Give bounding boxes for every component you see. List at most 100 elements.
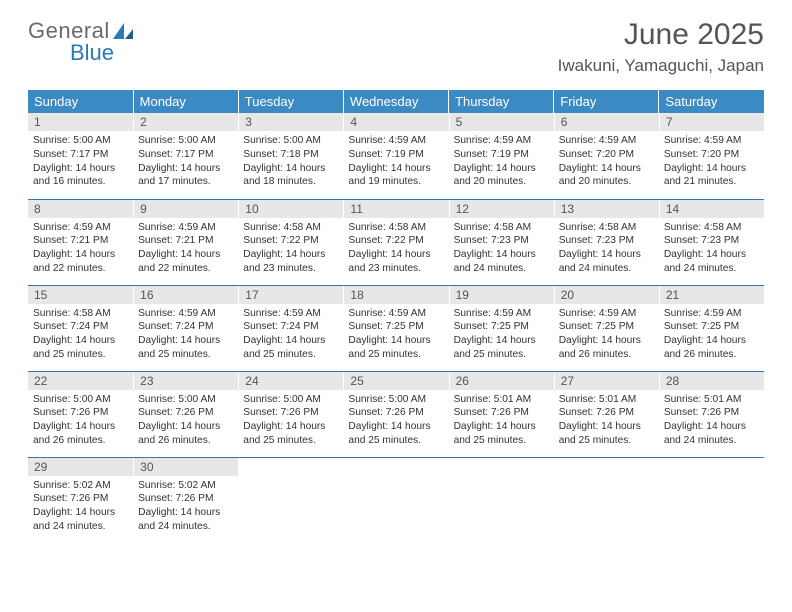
calendar-cell: 9Sunrise: 4:59 AMSunset: 7:21 PMDaylight…: [133, 199, 238, 285]
day-details: Sunrise: 5:02 AMSunset: 7:26 PMDaylight:…: [133, 476, 238, 538]
calendar-cell: [343, 457, 448, 543]
calendar-cell: 6Sunrise: 4:59 AMSunset: 7:20 PMDaylight…: [554, 113, 659, 199]
day-number: 9: [133, 200, 238, 218]
weekday-header: Saturday: [659, 90, 764, 113]
day-number: 25: [343, 372, 448, 390]
day-number: 2: [133, 113, 238, 131]
day-details: Sunrise: 4:58 AMSunset: 7:23 PMDaylight:…: [659, 218, 764, 280]
calendar-cell: 1Sunrise: 5:00 AMSunset: 7:17 PMDaylight…: [28, 113, 133, 199]
calendar-cell: [238, 457, 343, 543]
calendar-week-row: 8Sunrise: 4:59 AMSunset: 7:21 PMDaylight…: [28, 199, 764, 285]
calendar-cell: 26Sunrise: 5:01 AMSunset: 7:26 PMDayligh…: [449, 371, 554, 457]
calendar-cell: 4Sunrise: 4:59 AMSunset: 7:19 PMDaylight…: [343, 113, 448, 199]
calendar-cell: 22Sunrise: 5:00 AMSunset: 7:26 PMDayligh…: [28, 371, 133, 457]
day-number: 8: [28, 200, 133, 218]
calendar-week-row: 22Sunrise: 5:00 AMSunset: 7:26 PMDayligh…: [28, 371, 764, 457]
calendar-cell: [449, 457, 554, 543]
day-number: 15: [28, 286, 133, 304]
day-number: 7: [659, 113, 764, 131]
weekday-header: Thursday: [449, 90, 554, 113]
sail-icon: [112, 22, 134, 40]
day-details: Sunrise: 5:01 AMSunset: 7:26 PMDaylight:…: [659, 390, 764, 452]
calendar-week-row: 1Sunrise: 5:00 AMSunset: 7:17 PMDaylight…: [28, 113, 764, 199]
calendar-page: General June 2025 Iwakuni, Yamaguchi, Ja…: [0, 0, 792, 563]
calendar-body: 1Sunrise: 5:00 AMSunset: 7:17 PMDaylight…: [28, 113, 764, 543]
day-details: Sunrise: 4:59 AMSunset: 7:25 PMDaylight:…: [449, 304, 554, 366]
day-details: Sunrise: 5:02 AMSunset: 7:26 PMDaylight:…: [28, 476, 133, 538]
day-details: Sunrise: 5:00 AMSunset: 7:17 PMDaylight:…: [133, 131, 238, 193]
day-details: Sunrise: 5:00 AMSunset: 7:26 PMDaylight:…: [238, 390, 343, 452]
day-number: 27: [554, 372, 659, 390]
day-details: Sunrise: 4:59 AMSunset: 7:20 PMDaylight:…: [554, 131, 659, 193]
day-number: 5: [449, 113, 554, 131]
weekday-header: Friday: [554, 90, 659, 113]
day-number: 26: [449, 372, 554, 390]
weekday-header: Tuesday: [238, 90, 343, 113]
header: General June 2025 Iwakuni, Yamaguchi, Ja…: [28, 18, 764, 76]
weekday-header: Wednesday: [343, 90, 448, 113]
calendar-cell: 12Sunrise: 4:58 AMSunset: 7:23 PMDayligh…: [449, 199, 554, 285]
calendar-cell: 24Sunrise: 5:00 AMSunset: 7:26 PMDayligh…: [238, 371, 343, 457]
calendar-week-row: 29Sunrise: 5:02 AMSunset: 7:26 PMDayligh…: [28, 457, 764, 543]
calendar-cell: 20Sunrise: 4:59 AMSunset: 7:25 PMDayligh…: [554, 285, 659, 371]
day-details: Sunrise: 5:01 AMSunset: 7:26 PMDaylight:…: [449, 390, 554, 452]
calendar-cell: 13Sunrise: 4:58 AMSunset: 7:23 PMDayligh…: [554, 199, 659, 285]
day-number: 24: [238, 372, 343, 390]
day-number: 4: [343, 113, 448, 131]
calendar-cell: 23Sunrise: 5:00 AMSunset: 7:26 PMDayligh…: [133, 371, 238, 457]
day-number: 19: [449, 286, 554, 304]
day-number: 14: [659, 200, 764, 218]
day-number: 17: [238, 286, 343, 304]
calendar-cell: 5Sunrise: 4:59 AMSunset: 7:19 PMDaylight…: [449, 113, 554, 199]
calendar-cell: [659, 457, 764, 543]
day-details: Sunrise: 4:59 AMSunset: 7:24 PMDaylight:…: [133, 304, 238, 366]
day-details: Sunrise: 5:00 AMSunset: 7:26 PMDaylight:…: [343, 390, 448, 452]
day-number: 18: [343, 286, 448, 304]
day-details: Sunrise: 4:59 AMSunset: 7:25 PMDaylight:…: [554, 304, 659, 366]
day-number: 10: [238, 200, 343, 218]
title-block: June 2025 Iwakuni, Yamaguchi, Japan: [558, 18, 764, 76]
location: Iwakuni, Yamaguchi, Japan: [558, 56, 764, 76]
calendar-cell: 21Sunrise: 4:59 AMSunset: 7:25 PMDayligh…: [659, 285, 764, 371]
calendar-cell: 7Sunrise: 4:59 AMSunset: 7:20 PMDaylight…: [659, 113, 764, 199]
day-number: 22: [28, 372, 133, 390]
calendar-cell: 29Sunrise: 5:02 AMSunset: 7:26 PMDayligh…: [28, 457, 133, 543]
calendar-cell: 30Sunrise: 5:02 AMSunset: 7:26 PMDayligh…: [133, 457, 238, 543]
calendar-header-row: Sunday Monday Tuesday Wednesday Thursday…: [28, 90, 764, 113]
calendar-cell: 16Sunrise: 4:59 AMSunset: 7:24 PMDayligh…: [133, 285, 238, 371]
day-number: 1: [28, 113, 133, 131]
calendar-cell: 3Sunrise: 5:00 AMSunset: 7:18 PMDaylight…: [238, 113, 343, 199]
day-details: Sunrise: 4:58 AMSunset: 7:23 PMDaylight:…: [449, 218, 554, 280]
weekday-header: Sunday: [28, 90, 133, 113]
day-details: Sunrise: 5:01 AMSunset: 7:26 PMDaylight:…: [554, 390, 659, 452]
day-number: 21: [659, 286, 764, 304]
calendar-cell: 15Sunrise: 4:58 AMSunset: 7:24 PMDayligh…: [28, 285, 133, 371]
day-number: 28: [659, 372, 764, 390]
calendar-cell: 27Sunrise: 5:01 AMSunset: 7:26 PMDayligh…: [554, 371, 659, 457]
day-number: 3: [238, 113, 343, 131]
calendar-cell: 19Sunrise: 4:59 AMSunset: 7:25 PMDayligh…: [449, 285, 554, 371]
day-details: Sunrise: 4:58 AMSunset: 7:22 PMDaylight:…: [343, 218, 448, 280]
day-details: Sunrise: 4:59 AMSunset: 7:21 PMDaylight:…: [133, 218, 238, 280]
calendar-cell: 2Sunrise: 5:00 AMSunset: 7:17 PMDaylight…: [133, 113, 238, 199]
day-details: Sunrise: 4:58 AMSunset: 7:23 PMDaylight:…: [554, 218, 659, 280]
brand-word-2: Blue: [70, 40, 114, 66]
calendar-cell: 11Sunrise: 4:58 AMSunset: 7:22 PMDayligh…: [343, 199, 448, 285]
day-number: 23: [133, 372, 238, 390]
calendar-week-row: 15Sunrise: 4:58 AMSunset: 7:24 PMDayligh…: [28, 285, 764, 371]
day-number: 12: [449, 200, 554, 218]
day-number: 13: [554, 200, 659, 218]
calendar-cell: 18Sunrise: 4:59 AMSunset: 7:25 PMDayligh…: [343, 285, 448, 371]
day-details: Sunrise: 4:59 AMSunset: 7:19 PMDaylight:…: [343, 131, 448, 193]
day-details: Sunrise: 5:00 AMSunset: 7:26 PMDaylight:…: [133, 390, 238, 452]
day-details: Sunrise: 5:00 AMSunset: 7:18 PMDaylight:…: [238, 131, 343, 193]
day-number: 29: [28, 458, 133, 476]
day-details: Sunrise: 4:59 AMSunset: 7:24 PMDaylight:…: [238, 304, 343, 366]
calendar-cell: [554, 457, 659, 543]
day-details: Sunrise: 4:59 AMSunset: 7:25 PMDaylight:…: [659, 304, 764, 366]
calendar-cell: 10Sunrise: 4:58 AMSunset: 7:22 PMDayligh…: [238, 199, 343, 285]
day-number: 20: [554, 286, 659, 304]
day-details: Sunrise: 4:58 AMSunset: 7:24 PMDaylight:…: [28, 304, 133, 366]
day-details: Sunrise: 5:00 AMSunset: 7:26 PMDaylight:…: [28, 390, 133, 452]
calendar-cell: 25Sunrise: 5:00 AMSunset: 7:26 PMDayligh…: [343, 371, 448, 457]
